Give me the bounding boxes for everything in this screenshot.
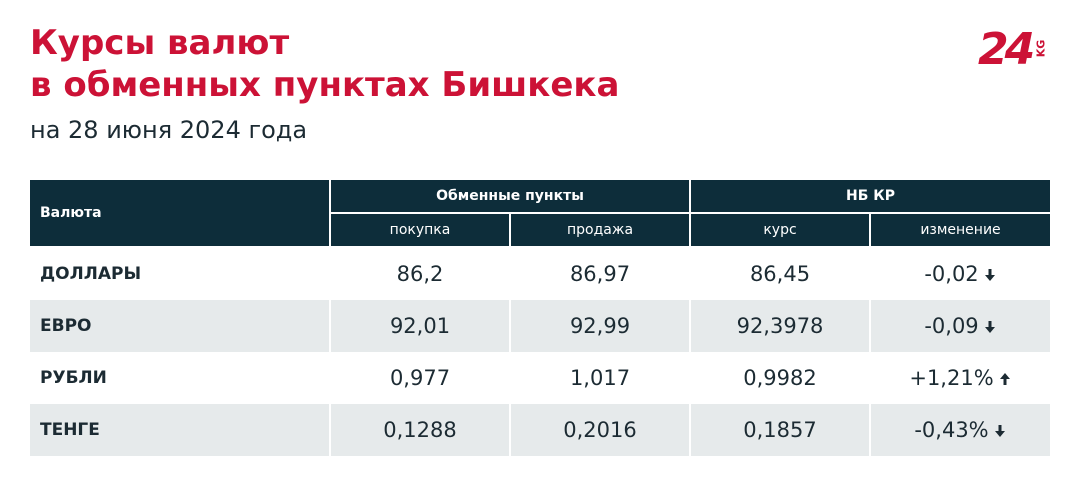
- rate-cell: -0,43%: [869, 404, 1050, 456]
- rate-cell: 92,3978: [689, 300, 870, 352]
- subcolumn-header: покупка: [329, 213, 511, 248]
- subcolumn-header: продажа: [509, 213, 691, 248]
- cell-text: +1,21%: [909, 366, 994, 390]
- arrow-down: [984, 321, 995, 333]
- rate-cell: 86,97: [509, 247, 690, 300]
- rate-cell: 86,45: [689, 247, 870, 300]
- rate-cell: 0,2016: [509, 404, 690, 456]
- cell-text: 86,97: [569, 262, 631, 286]
- cell-text: 86,45: [749, 262, 811, 286]
- cell-text: 0,977: [389, 366, 451, 390]
- cell-text: -0,09: [924, 314, 979, 338]
- cell-text: ТЕНГЕ: [40, 420, 100, 440]
- table-row: РУБЛИ 0,977 1,017 0,9982 +1,21%: [30, 352, 1050, 404]
- rate-cell: 1,017: [509, 352, 690, 404]
- group-header: НБ КР: [689, 180, 1050, 214]
- arrow-up: [999, 373, 1010, 385]
- subtitle: на 28 июня 2024 года: [30, 116, 308, 144]
- logo: 24 KG: [978, 26, 1050, 74]
- rate-cell: 0,1288: [329, 404, 510, 456]
- table-row: ТЕНГЕ 0,1288 0,2016 0,1857 -0,43%: [30, 404, 1050, 456]
- rates-table: Валюта Обменные пункты НБ КР покупка про…: [30, 180, 1050, 456]
- cell-text: 0,9982: [743, 366, 817, 390]
- header-row: Валюта Обменные пункты НБ КР: [30, 180, 1050, 248]
- logo-suffix: KG: [1034, 39, 1048, 58]
- title-line: в обменных пунктах Бишкека: [30, 65, 620, 105]
- cell-text: 92,3978: [736, 314, 824, 338]
- subcolumn-header: курс: [689, 213, 871, 248]
- cell-text: ДОЛЛАРЫ: [40, 264, 142, 284]
- title-line: Курсы валют: [30, 23, 290, 63]
- cell-text: РУБЛИ: [40, 368, 107, 388]
- table-row: ЕВРО 92,01 92,99 92,3978 -0,09: [30, 300, 1050, 352]
- logo-number: 24: [978, 24, 1035, 75]
- cell-text: 0,1857: [743, 418, 817, 442]
- title: Курсы валют в обменных пунктах Бишкека: [30, 22, 619, 106]
- cell-text: -0,43%: [914, 418, 989, 442]
- currency-name: ДОЛЛАРЫ: [30, 247, 330, 300]
- cell-text: 0,2016: [563, 418, 637, 442]
- cell-text: 1,017: [569, 366, 631, 390]
- header-row: покупка продажа курс изменение: [30, 213, 1050, 248]
- rate-cell: -0,09: [869, 300, 1050, 352]
- cell-text: 92,99: [569, 314, 631, 338]
- column-header: Валюта: [30, 180, 331, 248]
- rate-cell: 0,9982: [689, 352, 870, 404]
- arrow-down: [994, 425, 1005, 437]
- rate-cell: -0,02: [869, 247, 1050, 300]
- table-body: ДОЛЛАРЫ 86,2 86,97 86,45 -0,02 ЕВРО 92,01 92,99…: [30, 247, 1050, 456]
- rate-cell: 86,2: [329, 247, 510, 300]
- group-header: Обменные пункты: [329, 180, 691, 214]
- arrow-down: [984, 269, 995, 281]
- currency-name: РУБЛИ: [30, 352, 330, 404]
- table-row: ДОЛЛАРЫ 86,2 86,97 86,45 -0,02: [30, 247, 1050, 300]
- rate-cell: 92,01: [329, 300, 510, 352]
- rate-cell: +1,21%: [869, 352, 1050, 404]
- rate-cell: 0,1857: [689, 404, 870, 456]
- currency-name: ТЕНГЕ: [30, 404, 330, 456]
- cell-text: 92,01: [389, 314, 451, 338]
- cell-text: 0,1288: [383, 418, 457, 442]
- cell-text: 86,2: [396, 262, 444, 286]
- currency-name: ЕВРО: [30, 300, 330, 352]
- subcolumn-header: изменение: [869, 213, 1050, 248]
- rate-cell: 92,99: [509, 300, 690, 352]
- rate-cell: 0,977: [329, 352, 510, 404]
- cell-text: ЕВРО: [40, 316, 92, 336]
- cell-text: -0,02: [924, 262, 979, 286]
